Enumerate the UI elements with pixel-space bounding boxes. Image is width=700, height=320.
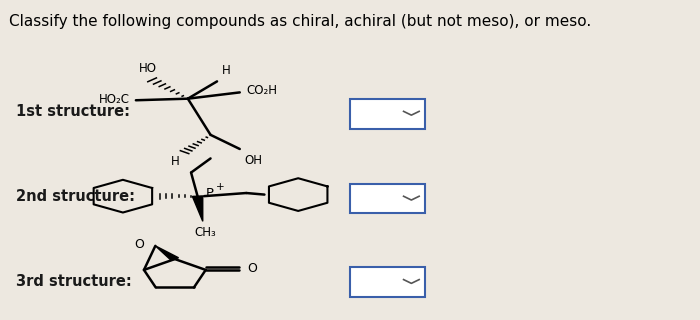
Polygon shape — [193, 196, 203, 221]
Text: Classify the following compounds as chiral, achiral (but not meso), or meso.: Classify the following compounds as chir… — [9, 14, 592, 29]
Text: HO₂C: HO₂C — [99, 93, 130, 106]
Bar — [350, 184, 425, 213]
Bar — [350, 267, 425, 297]
Text: CH₃: CH₃ — [195, 226, 216, 239]
Text: 1st structure:: 1st structure: — [16, 104, 130, 119]
Text: P: P — [205, 187, 214, 200]
Text: H: H — [171, 155, 179, 168]
Text: +: + — [216, 182, 225, 192]
Text: H: H — [222, 64, 230, 77]
Text: CO₂H: CO₂H — [246, 84, 277, 97]
Text: 3rd structure:: 3rd structure: — [16, 274, 132, 289]
Bar — [350, 99, 425, 129]
Text: HO: HO — [139, 62, 157, 75]
Polygon shape — [155, 246, 178, 260]
Text: O: O — [134, 238, 143, 252]
Text: 2nd structure:: 2nd structure: — [16, 189, 135, 204]
Text: O: O — [247, 262, 257, 275]
Text: OH: OH — [244, 154, 262, 167]
